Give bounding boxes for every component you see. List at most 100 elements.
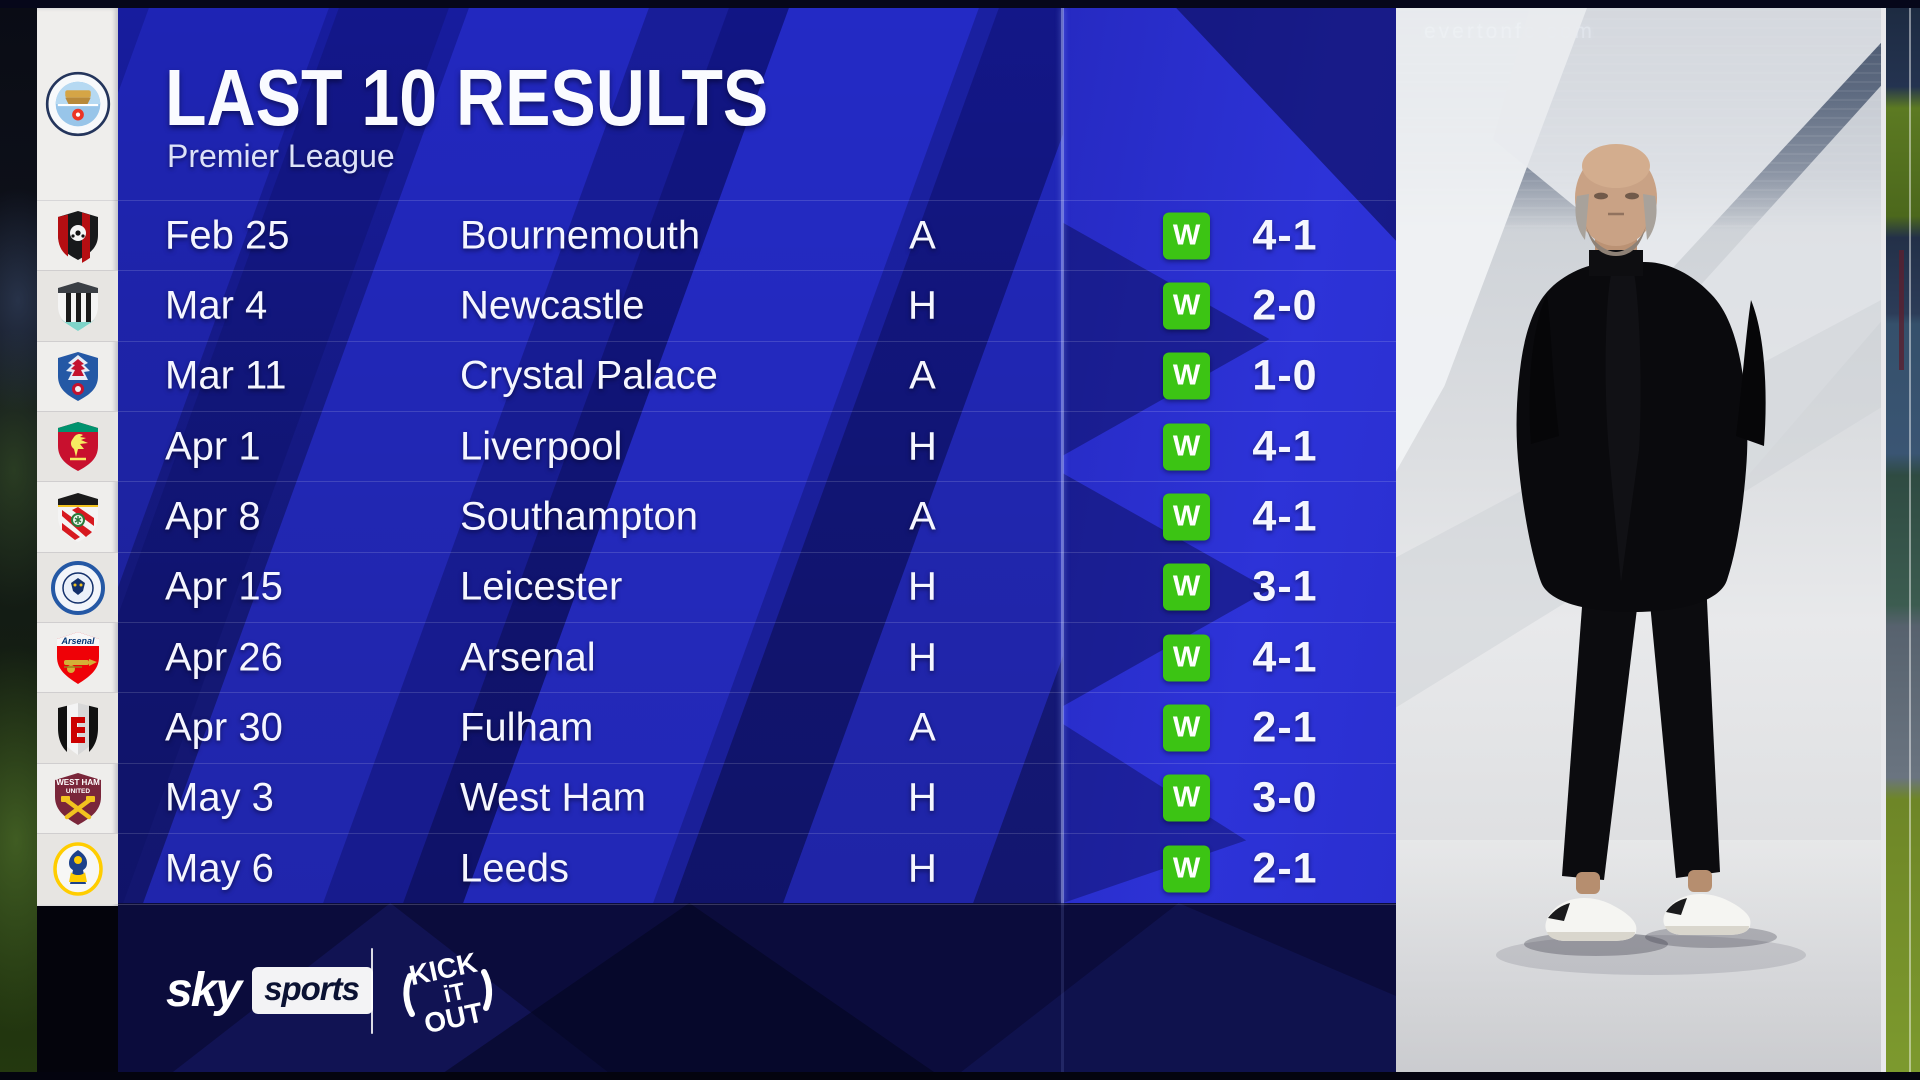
home-away-flag: A — [909, 353, 936, 398]
svg-text:UNITED: UNITED — [65, 788, 90, 795]
home-away-flag: H — [908, 635, 937, 680]
club-badge-strip: Arsenal WEST HAM UNITED — [37, 8, 118, 906]
opponent-name: Crystal Palace — [460, 353, 718, 398]
svg-text:Arsenal: Arsenal — [60, 636, 95, 646]
win-badge-letter: W — [1172, 500, 1201, 533]
kick-it-out-logo: KICK iT OUT — [403, 947, 493, 1040]
win-badge-letter: W — [1172, 219, 1201, 251]
pep-guardiola-figure — [1496, 144, 1806, 975]
match-score: 4-1 — [1252, 211, 1318, 259]
match-date: Apr 15 — [165, 564, 283, 609]
fulham-crest-icon — [57, 702, 98, 755]
match-date: Apr 1 — [165, 424, 261, 469]
result-row: Mar 11 Crystal Palace A W 1-0 — [118, 341, 1396, 412]
opponent-name: West Ham — [460, 775, 646, 820]
leicester-crest-icon — [50, 560, 105, 615]
win-badge: W — [1163, 634, 1210, 682]
win-badge: W — [1163, 774, 1210, 822]
row-separator — [118, 692, 1396, 694]
row-separator — [118, 340, 1396, 342]
home-away-flag: H — [908, 564, 937, 609]
win-badge: W — [1163, 704, 1210, 752]
home-away-flag: A — [909, 494, 936, 539]
win-badge: W — [1163, 493, 1210, 541]
result-row: Apr 8 Southampton A W 4-1 — [118, 481, 1396, 552]
home-away-flag: A — [909, 213, 936, 257]
win-badge-letter: W — [1172, 641, 1201, 674]
badge-crystal-palace — [37, 340, 118, 412]
home-away-flag: H — [908, 283, 937, 328]
edge-white-line — [1881, 0, 1886, 1080]
home-away-flag: H — [908, 424, 937, 469]
page-title: LAST 10 RESULTS — [165, 53, 769, 142]
opponent-name: Newcastle — [460, 283, 645, 328]
win-badge-letter: W — [1172, 711, 1201, 744]
column-divider-line-faint — [1061, 903, 1064, 1072]
match-date: Apr 30 — [165, 705, 283, 750]
row-separator — [118, 481, 1396, 483]
match-date: Feb 25 — [165, 213, 290, 257]
opponent-name: Leeds — [460, 846, 569, 891]
match-score: 3-1 — [1252, 562, 1318, 611]
badge-manchester-city — [37, 8, 118, 200]
west-ham-crest-icon: WEST HAM UNITED — [54, 772, 101, 825]
badge-west-ham: WEST HAM UNITED — [37, 762, 118, 834]
result-row: Apr 30 Fulham A W 2-1 — [118, 692, 1396, 763]
result-row: Apr 1 Liverpool H W 4-1 — [118, 411, 1396, 482]
row-separator — [118, 762, 1396, 764]
row-separator — [118, 833, 1396, 835]
badge-fulham — [37, 692, 118, 764]
home-away-flag: H — [908, 846, 937, 891]
match-score: 2-1 — [1252, 703, 1318, 752]
win-badge: W — [1163, 563, 1210, 611]
match-score: 4-1 — [1252, 492, 1318, 541]
badge-southampton — [37, 481, 118, 552]
result-row: May 6 Leeds H W 2-1 — [118, 833, 1396, 904]
southampton-crest-icon — [57, 492, 98, 542]
opponent-name: Bournemouth — [460, 213, 701, 257]
svg-text:WEST HAM: WEST HAM — [56, 778, 100, 787]
sports-logo-box: sports — [252, 966, 373, 1014]
manager-photo-panel: evertonfc.com — [1396, 0, 1881, 1072]
edge-white-line-2 — [1909, 0, 1911, 1080]
row-separator — [118, 903, 1396, 905]
win-badge-letter: W — [1172, 289, 1201, 322]
right-stadium-edge — [1881, 0, 1920, 1080]
match-score: 2-0 — [1252, 281, 1318, 330]
match-score: 3-0 — [1252, 773, 1318, 822]
edge-detail — [1899, 250, 1904, 370]
home-away-flag: H — [908, 775, 937, 820]
match-score: 1-0 — [1252, 351, 1318, 400]
result-row: Mar 4 Newcastle H W 2-0 — [118, 270, 1396, 341]
win-badge: W — [1163, 282, 1210, 330]
match-score: 2-1 — [1252, 844, 1318, 893]
home-away-flag: A — [909, 705, 936, 750]
opponent-name: Arsenal — [460, 635, 596, 680]
badge-leeds — [37, 833, 118, 905]
manchester-city-crest-icon — [45, 71, 110, 137]
row-separator — [118, 411, 1396, 413]
liverpool-crest-icon — [57, 422, 98, 472]
win-badge: W — [1163, 845, 1210, 893]
column-divider-line — [1061, 8, 1064, 903]
result-row: May 3 West Ham H W 3-0 — [118, 763, 1396, 834]
match-date: May 3 — [165, 775, 274, 820]
bottom-dark-band — [118, 903, 1396, 1072]
match-date: Mar 11 — [165, 353, 287, 398]
frame-bottom-bar — [0, 1072, 1920, 1080]
arsenal-crest-icon: Arsenal — [56, 632, 99, 685]
edge-stadium-collage — [1886, 0, 1920, 1080]
result-row: Apr 26 Arsenal H W 4-1 — [118, 622, 1396, 693]
kick-it-out-line3: OUT — [421, 997, 485, 1040]
row-separator — [118, 551, 1396, 553]
match-date: Mar 4 — [165, 283, 268, 328]
opponent-name: Liverpool — [460, 424, 623, 469]
badge-newcastle — [37, 270, 118, 342]
win-badge-letter: W — [1172, 781, 1201, 814]
left-stadium-edge — [0, 0, 37, 1080]
badge-liverpool — [37, 411, 118, 483]
sky-logo-text: sky — [166, 963, 242, 1017]
match-score: 4-1 — [1252, 633, 1318, 682]
result-row: Apr 15 Leicester H W 3-1 — [118, 552, 1396, 623]
newcastle-crest-icon — [57, 281, 98, 331]
